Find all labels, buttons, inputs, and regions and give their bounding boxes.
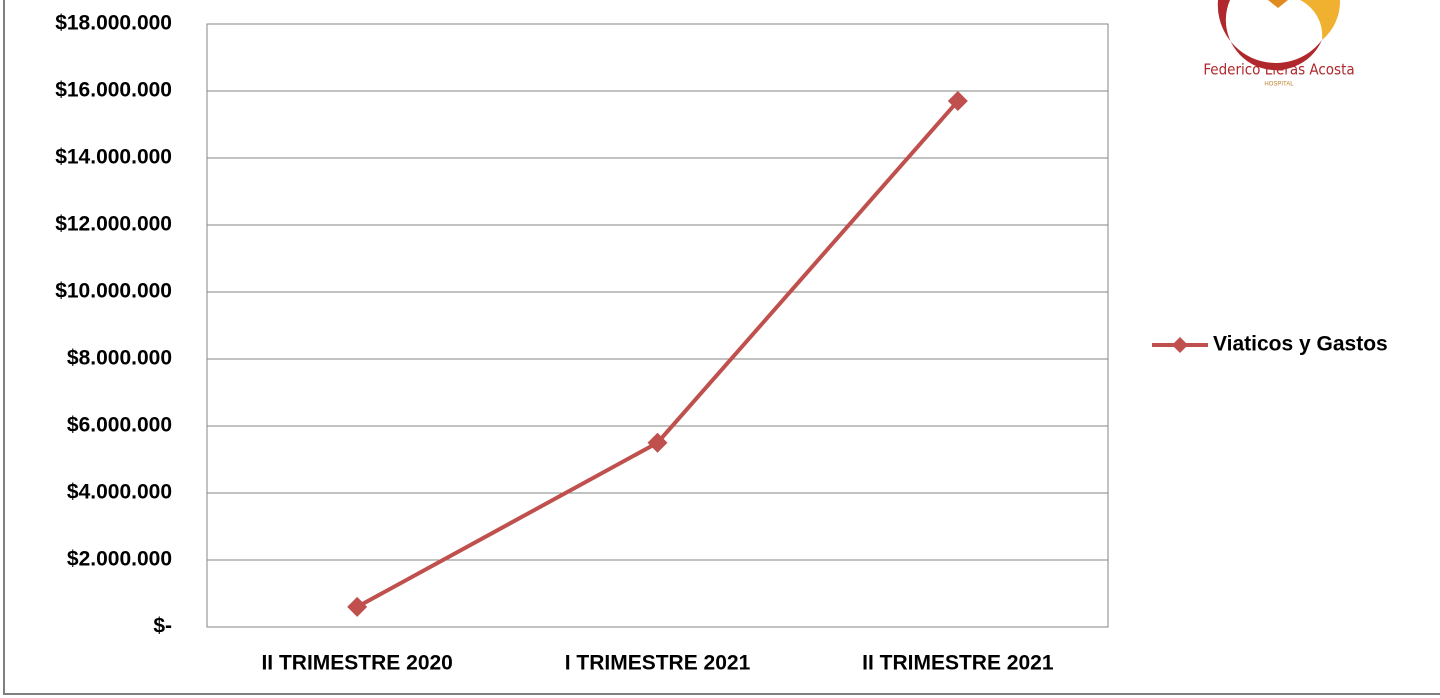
chart-frame — [3, 0, 1440, 695]
logo-subtitle: HOSPITAL — [1264, 82, 1294, 88]
y-tick-label: $8.000.000 — [67, 347, 172, 370]
legend-marker — [1172, 337, 1188, 353]
data-point — [347, 596, 368, 617]
y-tick-label: $10.000.000 — [55, 280, 172, 303]
x-tick-label: II TRIMESTRE 2021 — [862, 652, 1054, 675]
logo-name: Federico Lleras Acosta — [1203, 61, 1354, 79]
data-point — [647, 432, 668, 453]
y-tick-label: $- — [153, 615, 172, 638]
y-tick-label: $12.000.000 — [55, 213, 172, 236]
y-tick-label: $18.000.000 — [55, 12, 172, 35]
logo-ring-gold — [1300, 0, 1341, 40]
y-tick-label: $14.000.000 — [55, 146, 172, 169]
y-tick-label: $4.000.000 — [67, 481, 172, 504]
logo: Federico Lleras Acosta HOSPITAL — [1203, 0, 1355, 88]
x-tick-label: I TRIMESTRE 2021 — [565, 652, 751, 675]
plot-area — [206, 23, 1109, 628]
y-tick-label: $2.000.000 — [67, 548, 172, 571]
y-tick-label: $16.000.000 — [55, 79, 172, 102]
x-tick-label: II TRIMESTRE 2020 — [261, 652, 452, 675]
series-line — [356, 99, 960, 609]
legend-label: Viaticos y Gastos — [1213, 333, 1388, 356]
data-point — [947, 91, 968, 112]
logo-star — [1268, 0, 1288, 8]
y-tick-label: $6.000.000 — [67, 414, 172, 437]
